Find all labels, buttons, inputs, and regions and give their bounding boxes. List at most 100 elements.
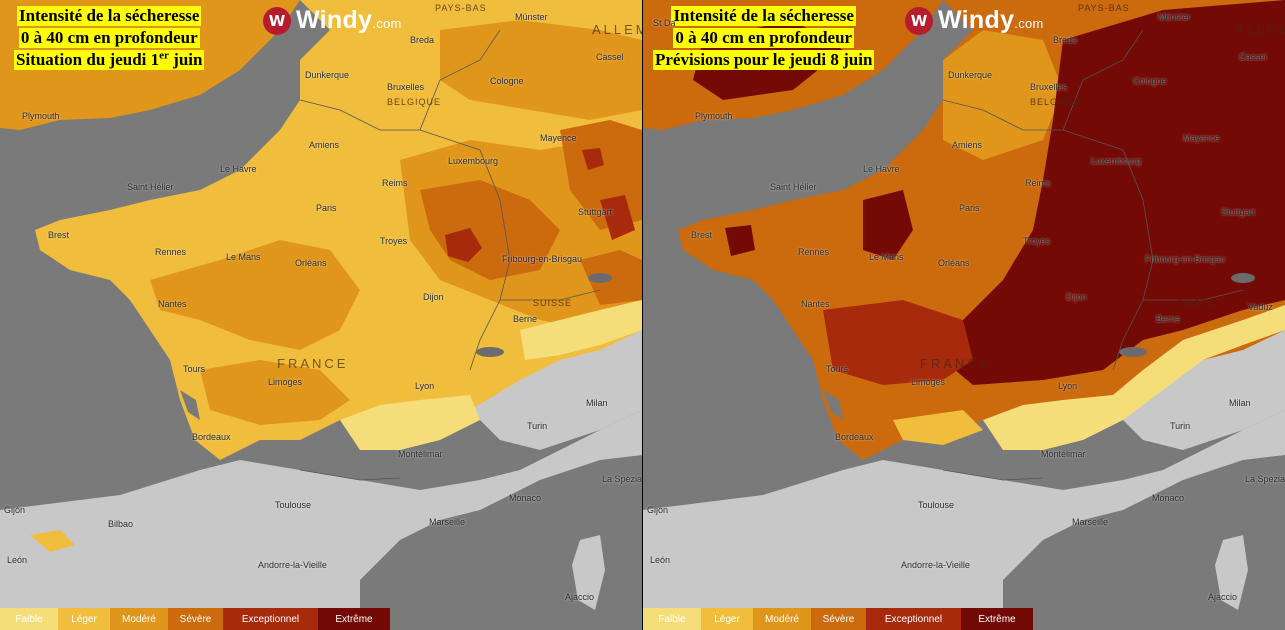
country-borders [299, 29, 601, 481]
map-title-current: Intensité de la sécheresse 0 à 40 cm en … [14, 6, 205, 70]
label-troyes: Troyes [1023, 236, 1051, 246]
legend-exceptionnel: Exceptionnel [223, 608, 318, 630]
zone-exceptionnel-south [823, 300, 973, 385]
label-la-spezia: La Spezia [1245, 474, 1285, 484]
label-luxembourg: Luxembourg [1091, 156, 1142, 166]
label-brest: Brest [691, 230, 713, 240]
label-milan: Milan [586, 398, 608, 408]
continent-base [35, 0, 642, 460]
windy-logo-icon: W [905, 6, 933, 35]
label-stuttgart: Stuttgart [578, 207, 613, 217]
label-andorre: Andorre-la-Vieille [901, 560, 970, 570]
label-pays-bas: PAYS-BAS [435, 3, 487, 13]
label-toulouse: Toulouse [918, 500, 955, 510]
windy-logo[interactable]: W Windy.com [905, 6, 1044, 35]
lake-bodensee [1231, 273, 1255, 283]
label-vaduz: Vaduz [1248, 302, 1273, 312]
label-tours: Tours [183, 364, 206, 374]
zone-modere-4 [200, 360, 350, 425]
gironde-estuary [180, 390, 200, 420]
mediterranean-sea [1003, 455, 1285, 630]
label-le-havre: Le Havre [863, 164, 900, 174]
label-reims: Reims [382, 178, 408, 188]
label-france: FRANCE [920, 356, 992, 371]
zone-faible-fringe [983, 305, 1285, 450]
label-tours: Tours [826, 364, 849, 374]
label-milan: Milan [1229, 398, 1251, 408]
zone-exceptionnel-2 [600, 195, 635, 240]
label-mayence: Mayence [540, 133, 577, 143]
label-breda: Breda [410, 35, 435, 45]
label-limoges: Limoges [268, 377, 303, 387]
map-panel-current[interactable]: Intensité de la sécheresse 0 à 40 cm en … [0, 0, 642, 630]
label-cassel: Cassel [1239, 52, 1267, 62]
legend-leger: Léger [701, 608, 753, 630]
zone-leger-fringe [893, 410, 983, 445]
legend-severe: Sévère [811, 608, 866, 630]
label-montelimar: Montélimar [398, 449, 443, 459]
alps-grey [470, 330, 642, 450]
label-orleans: Orléans [295, 258, 327, 268]
label-brest: Brest [48, 230, 70, 240]
lake-leman [1119, 347, 1147, 357]
label-munster: Münster [515, 12, 548, 22]
title-line-2: 0 à 40 cm en profondeur [18, 28, 200, 48]
label-dunkerque: Dunkerque [305, 70, 350, 80]
label-leon: León [7, 555, 28, 565]
label-berne: Berne [513, 314, 538, 324]
label-monaco: Monaco [509, 493, 542, 503]
label-allemagne: ALLEM [592, 22, 642, 37]
corsica [1215, 535, 1248, 610]
label-fribourg: Fribourg-en-Brisgau [1145, 254, 1226, 264]
lake-leman [476, 347, 504, 357]
label-bordeaux: Bordeaux [835, 432, 874, 442]
map-panel-forecast[interactable]: Intensité de la sécheresse 0 à 40 cm en … [643, 0, 1285, 630]
label-mayence: Mayence [1183, 133, 1220, 143]
legend-exceptionnel: Exceptionnel [866, 608, 961, 630]
label-limoges: Limoges [911, 377, 946, 387]
label-toulouse: Toulouse [275, 500, 312, 510]
zone-modere-1 [150, 240, 360, 350]
windy-logo[interactable]: W Windy.com [263, 6, 402, 35]
label-saint-helier: Saint Hélier [770, 182, 817, 192]
label-le-havre: Le Havre [220, 164, 257, 174]
legend-extreme: Extrême [318, 608, 390, 630]
legend-leger: Léger [58, 608, 110, 630]
windy-logo-icon: W [263, 6, 291, 35]
label-ajaccio: Ajaccio [1208, 592, 1238, 602]
zone-faible-1 [340, 395, 480, 450]
label-france: FRANCE [277, 356, 349, 371]
zone-extreme-east [943, 0, 1285, 385]
corsica [572, 535, 605, 610]
drought-map-forecast[interactable] [643, 0, 1285, 630]
title-line-2: 0 à 40 cm en profondeur [673, 28, 855, 48]
legend-modere: Modéré [753, 608, 811, 630]
label-paris: Paris [316, 203, 337, 213]
label-gijon: Gijón [647, 505, 669, 515]
legend-forecast: Faible Léger Modéré Sévère Exceptionnel … [643, 608, 1033, 630]
label-allemagne: ALLEM [1235, 22, 1285, 37]
label-amiens: Amiens [309, 140, 340, 150]
label-orleans: Orléans [938, 258, 970, 268]
legend-faible: Faible [0, 608, 58, 630]
label-marseille: Marseille [429, 517, 466, 527]
label-gijon: Gijón [4, 505, 26, 515]
label-bilbao: Bilbao [108, 519, 134, 529]
title-line-1: Intensité de la sécheresse [671, 6, 856, 26]
label-pays-bas: PAYS-BAS [1078, 3, 1130, 13]
label-leon: León [650, 555, 671, 565]
label-bruxelles: Bruxelles [1030, 82, 1068, 92]
label-suisse: SUISSE [1176, 298, 1216, 308]
gironde-estuary [823, 390, 843, 420]
label-st-david: St Da [653, 18, 676, 28]
country-borders [942, 29, 1244, 481]
label-la-spezia: La Spezia [602, 474, 642, 484]
lake-bodensee [588, 273, 612, 283]
drought-map-current[interactable] [0, 0, 642, 630]
label-lyon: Lyon [415, 381, 435, 391]
label-turin: Turin [1170, 421, 1191, 431]
label-munster: Münster [1158, 12, 1191, 22]
label-rennes: Rennes [155, 247, 187, 257]
label-dijon: Dijon [1066, 292, 1087, 302]
label-dijon: Dijon [423, 292, 444, 302]
